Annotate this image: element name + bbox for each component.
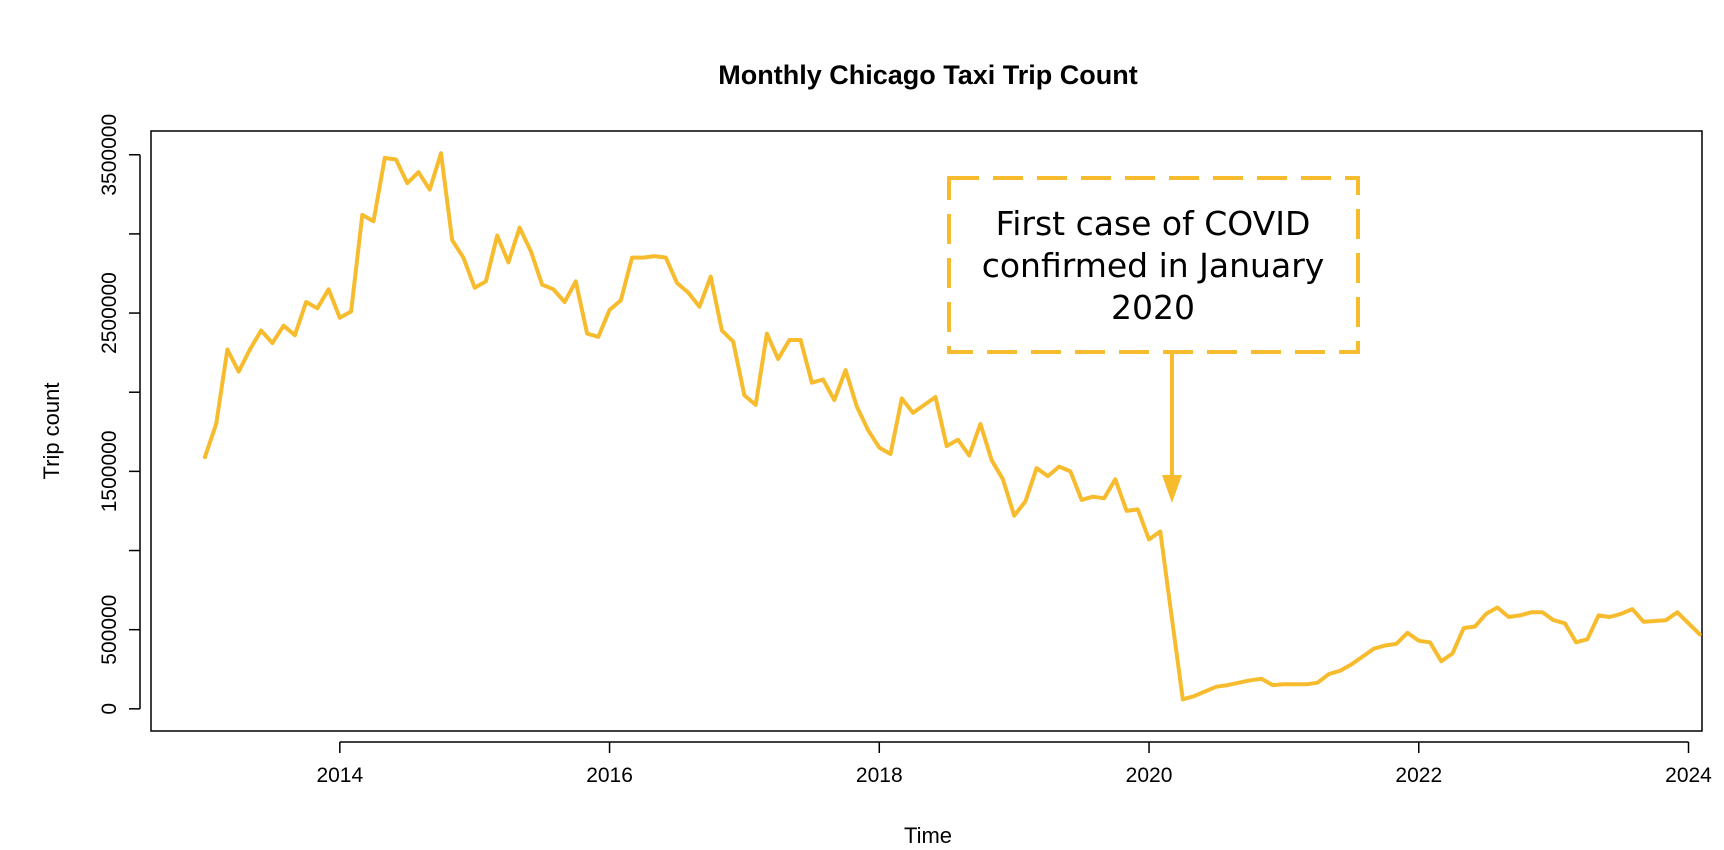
y-axis: 0 500000 1500000 2500000 3500000 — [98, 114, 141, 715]
x-tick-label: 2018 — [856, 764, 903, 787]
x-tick-label: 2022 — [1395, 764, 1442, 787]
annotation-arrow-head — [1161, 475, 1182, 504]
y-tick-label: 1500000 — [98, 430, 121, 512]
plot-frame — [150, 130, 1703, 732]
y-tick-label: 3500000 — [98, 114, 121, 196]
annotation-line-1: First case of COVID — [996, 204, 1311, 243]
x-tick-label: 2020 — [1126, 764, 1173, 787]
y-tick-label: 0 — [98, 703, 121, 715]
x-tick-label: 2014 — [316, 764, 363, 787]
x-axis: 2014 2016 2018 2020 2022 2024 — [316, 741, 1712, 787]
trip-count-line — [202, 151, 1702, 702]
annotation-line-2: confirmed in January — [982, 246, 1325, 285]
y-tick-label: 500000 — [98, 595, 121, 665]
x-tick-label: 2024 — [1665, 764, 1712, 787]
covid-annotation: First case of COVID confirmed in January… — [947, 176, 1360, 504]
chart-title: Monthly Chicago Taxi Trip Count — [718, 60, 1138, 90]
x-tick-label: 2016 — [586, 764, 633, 787]
annotation-box — [947, 176, 1360, 354]
x-axis-label: Time — [904, 823, 952, 848]
y-axis-label: Trip count — [39, 382, 64, 479]
series-layer — [202, 151, 1702, 702]
annotation-line-3: 2020 — [1111, 288, 1195, 327]
y-tick-label: 2500000 — [98, 272, 121, 354]
